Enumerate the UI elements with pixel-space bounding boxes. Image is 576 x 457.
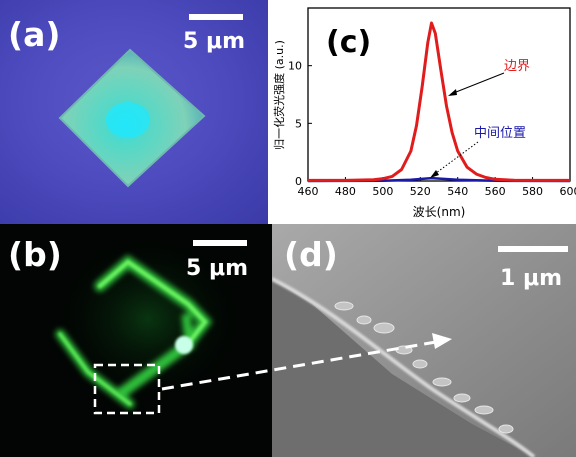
panel-d-sem-image: (d) 1 μm (272, 224, 576, 457)
x-tick-label: 520 (410, 185, 431, 198)
fluorescence-hotspot (175, 336, 193, 354)
crystal-center-glow (106, 102, 150, 138)
plot-frame (307, 7, 571, 182)
y-tick-label: 10 (288, 60, 302, 73)
panel-b-scale-label: 5 μm (186, 256, 249, 281)
legend-middle: 中间位置 (474, 126, 526, 141)
sem-svg (272, 224, 576, 457)
panel-d-scale-bar (498, 246, 568, 252)
panel-a-label: (a) (8, 15, 61, 54)
legend-middle-arrow (431, 141, 479, 177)
panel-c-label: (c) (326, 25, 371, 60)
panel-d-label: (d) (284, 235, 338, 274)
x-tick-label: 540 (447, 185, 468, 198)
panel-a-scale-label: 5 μm (183, 29, 246, 54)
spectrum-chart: 460 480 500 520 540 560 580 600 0 5 10 (c) 波长(nm)… (272, 7, 576, 219)
panel-a-optical-image: (a) 5 μm (0, 0, 268, 224)
x-tick-label: 560 (485, 185, 506, 198)
panel-c-spectrum: 460 480 500 520 540 560 580 600 0 5 10 (c) 波长(nm)… (268, 0, 576, 224)
x-tick-label: 480 (335, 185, 356, 198)
x-tick-label: 460 (298, 185, 319, 198)
crystal-optical-svg (58, 48, 206, 188)
panel-b-scale-bar (193, 240, 247, 246)
x-tick-label: 580 (522, 185, 543, 198)
legend-boundary-arrow (450, 72, 505, 95)
inset-dashed-box (93, 363, 161, 415)
x-axis-label: 波长(nm) (413, 205, 466, 219)
y-tick-label: 0 (295, 175, 302, 188)
legend-boundary-arrowhead (448, 89, 457, 96)
y-tick-label: 5 (295, 117, 302, 130)
series-boundary-line (308, 21, 570, 182)
panel-b-fluorescence-image: (b) 5 μm (0, 224, 272, 457)
panel-d-scale-label: 1 μm (500, 266, 563, 291)
legend-middle-arrowhead (430, 170, 439, 178)
x-tick-label: 500 (372, 185, 393, 198)
x-tick-label: 600 (560, 185, 576, 198)
sem-upper-surface (272, 224, 576, 457)
y-axis-label: 归一化荧光强度 (a.u.) (272, 40, 286, 150)
panel-a-scale-bar (189, 14, 243, 20)
sem-lower-region (272, 279, 534, 457)
fluorescence-edge-core (58, 259, 208, 406)
legend-boundary: 边界 (504, 59, 530, 74)
panel-b-label: (b) (8, 235, 62, 274)
